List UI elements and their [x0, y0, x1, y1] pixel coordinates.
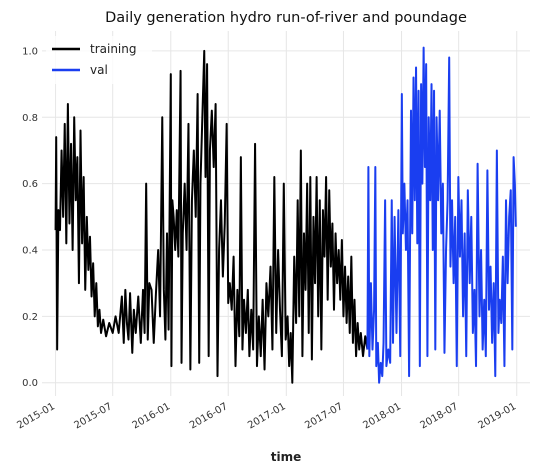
series-line-training	[54, 49, 369, 384]
x-tick-label: 2017-01	[246, 401, 288, 431]
x-axis-label: time	[271, 450, 302, 464]
y-tick-label: 0.8	[22, 113, 38, 124]
x-tick-label: 2018-01	[361, 401, 403, 431]
x-tick-label: 2016-01	[131, 401, 173, 431]
legend: training val	[46, 36, 152, 84]
x-tick-label: 2017-07	[303, 401, 345, 431]
x-tick-label: 2015-07	[73, 401, 115, 431]
x-tick-label: 2016-07	[188, 401, 230, 431]
legend-box	[46, 36, 152, 84]
legend-label-val: val	[90, 63, 108, 77]
y-tick-label: 0.4	[22, 246, 38, 257]
y-tick-label: 0.6	[22, 179, 38, 190]
series-line-val	[366, 46, 517, 384]
y-tick-label: 0.0	[22, 378, 38, 389]
y-tick-label: 1.0	[22, 46, 38, 57]
x-tick-label: 2015-01	[15, 401, 57, 431]
y-tick-label: 0.2	[22, 312, 38, 323]
legend-label-training: training	[90, 42, 137, 56]
x-tick-label: 2019-01	[477, 401, 519, 431]
series-lines	[54, 46, 517, 384]
x-tick-label: 2018-07	[418, 401, 460, 431]
chart-title: Daily generation hydro run-of-river and …	[105, 10, 467, 26]
